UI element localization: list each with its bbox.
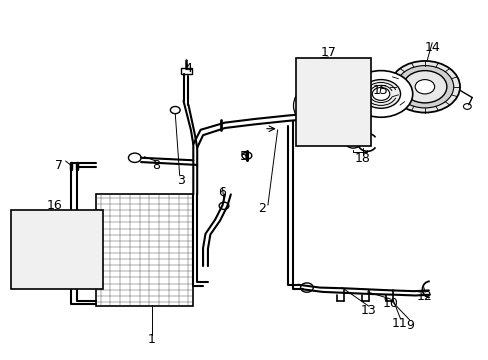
Circle shape	[39, 229, 48, 236]
Circle shape	[300, 283, 313, 292]
Circle shape	[50, 227, 79, 249]
Text: 11: 11	[391, 317, 407, 330]
Bar	[295, 58, 370, 146]
Circle shape	[170, 107, 180, 114]
Circle shape	[23, 256, 33, 263]
Circle shape	[348, 139, 357, 145]
Circle shape	[414, 80, 434, 94]
Circle shape	[56, 231, 73, 244]
Text: 7: 7	[55, 159, 63, 172]
Text: 1: 1	[147, 333, 156, 346]
Text: 15: 15	[372, 84, 388, 97]
Text: 2: 2	[257, 202, 265, 215]
Text: 6: 6	[218, 186, 226, 199]
Circle shape	[55, 229, 63, 236]
Text: 4: 4	[184, 62, 192, 75]
Circle shape	[345, 136, 360, 148]
Text: 17: 17	[320, 46, 336, 59]
Text: 13: 13	[360, 305, 376, 318]
Circle shape	[348, 71, 412, 117]
Text: 10: 10	[382, 297, 398, 310]
Circle shape	[22, 229, 33, 237]
Circle shape	[361, 80, 400, 108]
Text: 12: 12	[416, 290, 432, 303]
Circle shape	[242, 152, 251, 159]
Text: 5: 5	[240, 150, 248, 163]
Bar	[181, 68, 191, 74]
Circle shape	[402, 71, 446, 103]
Circle shape	[219, 202, 228, 210]
Circle shape	[128, 153, 141, 162]
Circle shape	[395, 66, 453, 108]
Text: 16: 16	[46, 199, 62, 212]
Text: 9: 9	[406, 319, 413, 332]
Bar	[11, 211, 103, 289]
Circle shape	[371, 87, 389, 100]
Circle shape	[463, 104, 470, 109]
Text: 3: 3	[177, 174, 184, 186]
Text: 14: 14	[424, 41, 439, 54]
Text: 8: 8	[151, 159, 160, 172]
Text: 18: 18	[354, 152, 370, 165]
Circle shape	[389, 61, 459, 113]
Bar	[96, 194, 193, 306]
